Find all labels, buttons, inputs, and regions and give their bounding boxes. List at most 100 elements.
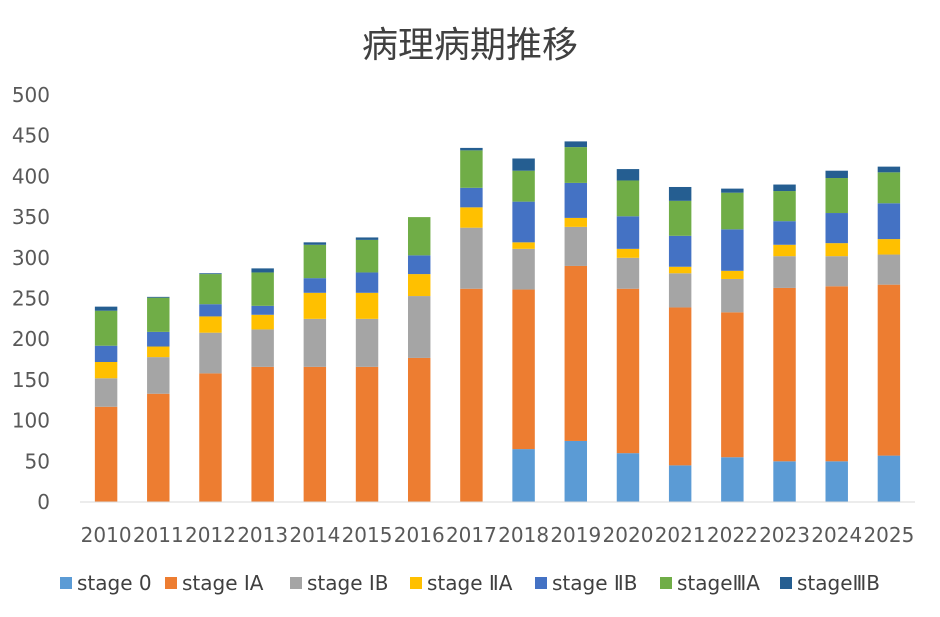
bar-segment [825,256,848,287]
legend-label: stageⅢA [677,571,760,595]
bar-segment [721,192,744,230]
bar-segment [94,378,118,407]
bar-segment [460,150,483,188]
bar-segment [512,449,535,502]
bar-segment [668,465,692,502]
chart-title: 病理病期推移 [361,25,578,66]
bar-segment [407,274,431,297]
bar-segment [94,310,118,346]
bar-segment [616,257,640,289]
legend-swatch [660,577,672,589]
bar-segment [251,268,274,273]
bar-segment [355,239,379,273]
bar-segment [147,357,170,394]
bar-segment [668,273,692,308]
legend-label: stage ⅠB [307,571,389,595]
bar-segment [303,366,327,502]
legend-swatch [410,577,422,589]
legend-swatch [60,577,72,589]
bar-segment [825,178,848,214]
bar-segment [877,166,901,173]
bar-segment [460,288,483,502]
bar-segment [721,229,744,271]
bar-segment [721,278,744,313]
bar-segment [355,292,379,319]
bar-segment [303,244,327,279]
legend-label: stage ⅠA [182,571,264,595]
bar-segment [773,184,796,192]
bar-segment [616,248,640,258]
bar-segment [355,318,379,367]
x-tick-label: 2010 [81,523,132,547]
bar-segment [773,256,796,288]
bar-segment [460,147,483,151]
bar-segment [147,346,170,358]
bar-segment [564,226,588,266]
legend-label: stage ⅡB [552,571,637,595]
bar-segment [564,265,588,441]
bar-segment [199,273,222,275]
bar-segment [721,312,744,458]
bar-segment [512,158,535,171]
bar-segment [877,254,901,285]
y-tick-label: 200 [12,327,50,351]
x-tick-label: 2017 [446,523,497,547]
bar-segment [877,203,901,240]
x-tick-label: 2020 [603,523,654,547]
bar-segment [303,242,327,245]
bar-segment [825,243,848,257]
bar-segment [616,180,640,217]
bar-segment [199,316,222,333]
bar-segment [147,297,170,332]
bar-segment [825,213,848,244]
bar-segment [512,289,535,450]
y-tick-label: 500 [12,83,50,107]
legend-label: stage 0 [77,571,152,595]
bar-segment [94,361,118,379]
bar-segment [407,255,431,275]
bar-segment [460,227,483,289]
y-tick-label: 100 [12,409,50,433]
bar-segment [773,221,796,245]
bar-segment [616,216,640,249]
legend-swatch [165,577,177,589]
legend-label: stageⅢB [797,571,880,595]
bar-segment [460,207,483,228]
bar-segment [877,172,901,204]
bar-segment [721,188,744,193]
bar-segment [251,305,274,315]
bar-segment [668,266,692,274]
bar-segment [303,318,327,367]
bar-segment [407,357,431,502]
bar-segment [564,217,588,227]
x-tick-label: 2015 [342,523,393,547]
bar-segment [773,287,796,462]
bar-segment [668,200,692,236]
bar-segment [251,366,274,502]
bar-segment [199,304,222,317]
bar-segment [512,201,535,243]
bar-segment [512,170,535,202]
bar-segment [512,242,535,249]
x-tick-label: 2014 [289,523,340,547]
bar-segment [147,331,170,347]
legend-swatch [780,577,792,589]
y-tick-label: 350 [12,205,50,229]
bar-segment [355,237,379,240]
bar-segment [721,270,744,279]
bar-segment [251,314,274,330]
bar-segment [199,274,222,305]
bar-segment [512,248,535,290]
bar-segment [199,373,222,502]
y-tick-label: 400 [12,164,50,188]
bar-segment [407,217,431,256]
bar-segment [147,296,170,298]
bar-segment [460,187,483,208]
x-tick-label: 2025 [863,523,914,547]
x-tick-label: 2024 [811,523,862,547]
legend-swatch [290,577,302,589]
bar-segment [94,406,118,502]
bar-segment [668,235,692,267]
